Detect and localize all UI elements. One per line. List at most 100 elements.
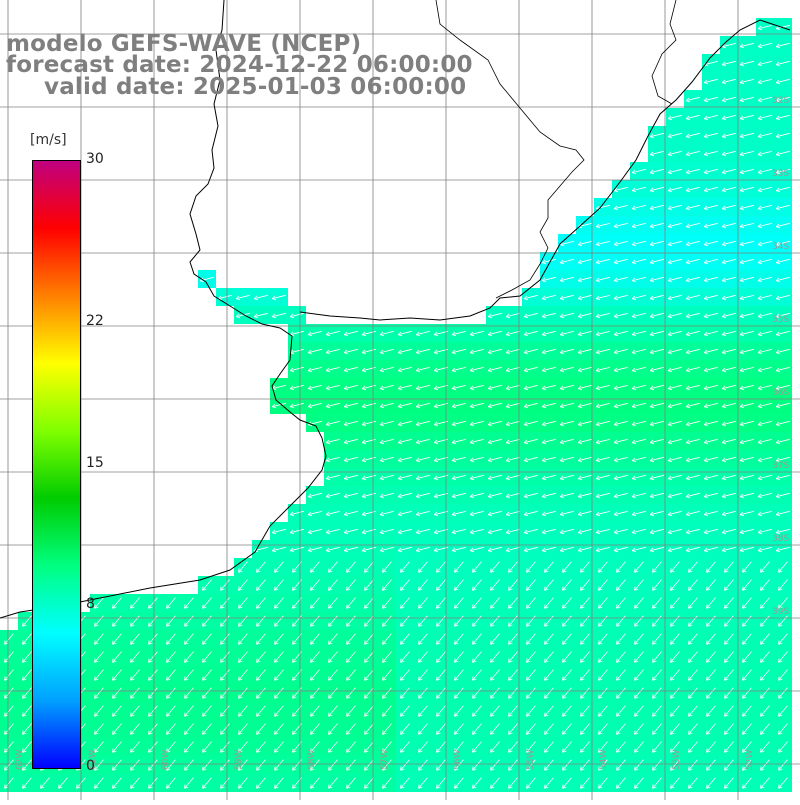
- wind-arrow: [238, 687, 248, 699]
- wind-arrow: [343, 492, 358, 499]
- wind-arrow: [379, 528, 394, 535]
- wind-arrow: [595, 456, 610, 463]
- colorbar-tick-label: 8: [86, 596, 95, 613]
- wind-arrow: [703, 330, 718, 337]
- wind-arrow: [22, 669, 32, 681]
- wind-arrow: [148, 615, 158, 627]
- wind-arrow: [631, 402, 646, 409]
- wind-arrow: [235, 294, 250, 301]
- wind-arrow: [595, 384, 610, 391]
- wind-arrow: [166, 615, 176, 627]
- wind-arrow: [472, 579, 482, 591]
- wind-arrow: [400, 597, 410, 609]
- latitude-label: 37S: [772, 461, 789, 471]
- wind-arrow: [544, 597, 554, 609]
- wind-arrow: [580, 687, 590, 699]
- wind-arrow: [598, 669, 608, 681]
- wind-arrow: [688, 633, 698, 645]
- wind-arrow: [739, 456, 754, 463]
- wind-arrow: [451, 510, 466, 517]
- wind-arrow: [652, 705, 662, 717]
- wind-arrow: [685, 312, 700, 319]
- wind-arrow: [523, 294, 538, 301]
- wind-arrow: [703, 510, 718, 517]
- wind-arrow: [616, 633, 626, 645]
- wind-arrow: [364, 615, 374, 627]
- wind-arrow: [616, 741, 626, 753]
- wind-arrow: [742, 741, 752, 753]
- wind-arrow: [526, 615, 536, 627]
- wind-arrow: [490, 741, 500, 753]
- wind-arrow: [721, 276, 736, 283]
- wind-arrow: [454, 669, 464, 681]
- wind-arrow: [328, 723, 338, 735]
- wind-arrow: [721, 546, 736, 553]
- wind-arrow: [526, 741, 536, 753]
- wind-arrow: [544, 777, 554, 789]
- latitude-label: 35S: [772, 315, 789, 325]
- wind-arrow: [22, 759, 32, 771]
- wind-arrow: [361, 528, 376, 535]
- wind-arrow: [490, 633, 500, 645]
- wind-arrow: [739, 474, 754, 481]
- wind-arrow: [577, 528, 592, 535]
- wind-arrow: [433, 420, 448, 427]
- coastline-uruguay: [299, 19, 791, 321]
- wind-arrow: [778, 651, 788, 663]
- wind-arrow: [703, 492, 718, 499]
- wind-arrow: [397, 420, 412, 427]
- wind-arrow: [361, 438, 376, 445]
- wind-arrow: [400, 723, 410, 735]
- wind-arrow: [649, 168, 664, 175]
- wind-arrow: [418, 615, 428, 627]
- wind-arrow: [166, 723, 176, 735]
- wind-arrow: [721, 330, 736, 337]
- wind-arrow: [775, 510, 790, 517]
- wind-arrow: [346, 579, 356, 591]
- wind-arrow: [202, 759, 212, 771]
- wind-arrow: [631, 474, 646, 481]
- wind-arrow: [649, 294, 664, 301]
- coastline: [0, 0, 327, 619]
- wind-arrow: [577, 348, 592, 355]
- wind-arrow: [577, 384, 592, 391]
- wind-arrow: [760, 687, 770, 699]
- wind-arrow: [184, 615, 194, 627]
- wind-arrow: [778, 561, 788, 573]
- wind-arrow: [523, 510, 538, 517]
- wind-arrow: [670, 705, 680, 717]
- wind-arrow: [541, 474, 556, 481]
- wind-arrow: [256, 777, 266, 789]
- wind-arrow: [706, 777, 716, 789]
- wind-arrow: [343, 366, 358, 373]
- wind-arrow: [235, 312, 250, 319]
- wind-arrow: [544, 561, 554, 573]
- wind-arrow: [415, 474, 430, 481]
- wind-arrow: [667, 222, 682, 229]
- wind-arrow: [595, 258, 610, 265]
- wind-arrow: [490, 687, 500, 699]
- wind-arrow: [598, 615, 608, 627]
- wind-arrow: [22, 705, 32, 717]
- wind-arrow: [310, 777, 320, 789]
- wind-arrow: [400, 579, 410, 591]
- wind-arrow: [775, 168, 790, 175]
- wind-arrow: [652, 597, 662, 609]
- wind-arrow: [577, 330, 592, 337]
- wind-arrow: [739, 438, 754, 445]
- wind-arrow: [634, 705, 644, 717]
- wind-arrow: [541, 294, 556, 301]
- wind-arrow: [598, 597, 608, 609]
- wind-arrow: [670, 723, 680, 735]
- wind-arrow: [685, 204, 700, 211]
- wind-arrow: [688, 669, 698, 681]
- wind-arrow: [274, 687, 284, 699]
- wind-arrow: [526, 687, 536, 699]
- wind-arrow: [739, 384, 754, 391]
- wind-arrow: [544, 669, 554, 681]
- wind-arrow: [112, 669, 122, 681]
- wind-arrow: [436, 651, 446, 663]
- wind-arrow: [400, 759, 410, 771]
- wind-arrow: [541, 348, 556, 355]
- wind-arrow: [436, 597, 446, 609]
